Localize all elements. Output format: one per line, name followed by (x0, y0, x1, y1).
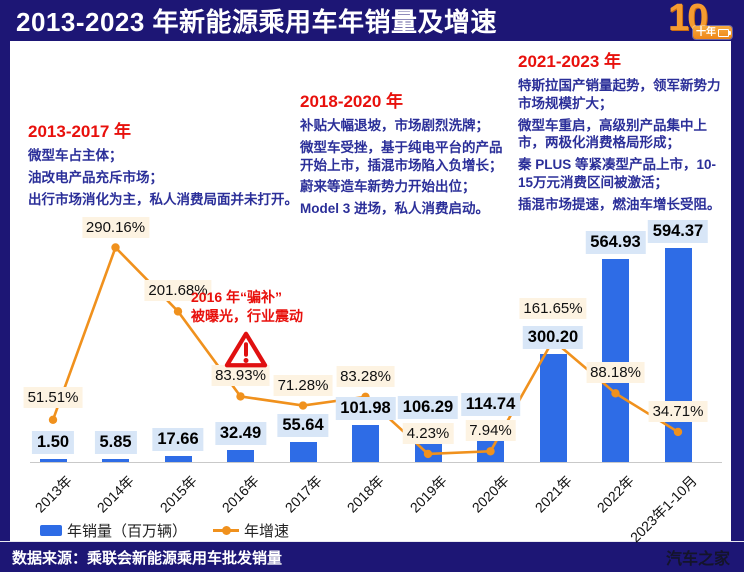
sales-bar-2017年 (289, 441, 317, 462)
sales-value-label: 32.49 (214, 422, 267, 446)
sales-value-label: 55.64 (277, 413, 329, 437)
growth-point-2017年 (298, 401, 308, 410)
page-title: 2013-2023 年新能源乘用车年销量及增速 (16, 7, 498, 37)
sales-value-label: 5.85 (94, 431, 137, 454)
growth-point-2016年 (236, 392, 245, 401)
decade-logo: 10 十年 (668, 0, 732, 41)
sales-bar-2018年 (352, 425, 379, 462)
growth-point-2015年 (173, 307, 183, 316)
growth-point-2014年 (111, 243, 120, 252)
x-axis-label-2016年: 2016年 (218, 472, 263, 516)
x-axis-label-2019年: 2019年 (406, 472, 450, 516)
annotation-2016: 2016 年“骗补” 被曝光，行业震动 (191, 288, 331, 326)
chart-area: 1.50 5.85 17.66 32.49 55.64 101.98 106.29 114.7… (10, 41, 731, 545)
growth-value-label: 88.18% (586, 362, 645, 384)
x-axis-label-2018年: 2018年 (343, 472, 388, 516)
growth-value-label: 7.94% (465, 420, 516, 442)
note-heading: 2021-2023 年 (518, 52, 622, 71)
sales-bar-2015年 (164, 455, 192, 462)
sales-value-label: 114.74 (460, 392, 521, 416)
sales-value-label: 17.66 (152, 427, 204, 451)
x-axis-label-2015年: 2015年 (156, 472, 200, 516)
sales-bar-2022年 (602, 258, 629, 462)
growth-value-label: 290.16% (81, 216, 150, 238)
growth-value-label: 51.51% (23, 386, 83, 408)
sales-bar-2014年 (102, 459, 129, 462)
sales-bar-2023年1-10月 (664, 248, 692, 462)
growth-value-label: 34.71% (648, 400, 708, 422)
growth-value-label: 161.65% (519, 298, 587, 320)
sales-bar-2016年 (227, 450, 254, 462)
data-source-label: 数据来源：乘联会新能源乘用车批发销量 (12, 549, 283, 567)
note-2018-2020: 2018-2020 年 补贴大幅退坡，市场剧烈洗牌； 微型车受挫，基于纯电平台的… (300, 87, 513, 222)
decade-badge: 十年 (693, 26, 732, 39)
sales-value-label: 564.93 (585, 230, 646, 254)
annotation-text-line2: 被曝光，行业震动 (191, 308, 303, 324)
growth-line-swatch-icon (213, 526, 240, 535)
x-axis-label-2017年: 2017年 (281, 472, 325, 516)
title-bar: 2013-2023 年新能源乘用车年销量及增速 10 十年 (0, 0, 744, 41)
sales-value-label: 101.98 (335, 397, 396, 421)
chart-legend: 年销量（百万辆） 年增速 (40, 520, 289, 541)
note-line: Model 3 进场，私人消费启动。 (300, 201, 490, 217)
note-line: 微型车占主体； (28, 148, 123, 163)
legend-item-sales: 年销量（百万辆） (40, 520, 187, 541)
warning-triangle-icon (224, 331, 268, 368)
x-axis-label-2014年: 2014年 (93, 472, 138, 516)
legend-sales-label: 年销量（百万辆） (67, 523, 188, 540)
x-axis-line (30, 462, 722, 463)
note-line: 补贴大幅退坡，市场剧烈洗牌； (300, 118, 489, 133)
growth-value-label: 83.28% (336, 365, 395, 387)
note-line: 秦 PLUS 等紧凑型产品上市，10-15万元消费区间被激活； (518, 157, 717, 191)
growth-value-label: 71.28% (273, 374, 333, 396)
x-axis-label-2020年: 2020年 (468, 472, 513, 516)
footer-bar: 数据来源：乘联会新能源乘用车批发销量 汽车之家 (0, 541, 744, 572)
note-heading: 2013-2017 年 (28, 122, 132, 141)
growth-value-label: 4.23% (402, 422, 454, 444)
note-line: 特斯拉国产销量起势，领军新势力市场规模扩大； (518, 78, 721, 111)
sales-value-label: 300.20 (522, 325, 584, 349)
sales-value-label: 1.50 (31, 431, 75, 454)
note-line: 出行市场消化为主，私人消费局面并未打开。 (28, 191, 298, 207)
note-line: 蔚来等造车新势力开始出位； (300, 179, 476, 195)
x-axis-label-2023年1-10月: 2023年1-10月 (626, 472, 700, 546)
x-axis-label-2022年: 2022年 (593, 472, 638, 516)
x-axis-label-2021年: 2021年 (531, 472, 575, 516)
x-axis-label-2013年: 2013年 (31, 472, 75, 516)
sales-bar-2021年 (539, 353, 567, 462)
note-line: 微型车重启，高级别产品集中上市，两极化消费格局形成； (518, 117, 707, 151)
note-line: 油改电产品充斥市场； (28, 169, 163, 185)
legend-item-growth: 年增速 (213, 520, 289, 541)
sales-value-label: 106.29 (397, 395, 459, 419)
chart-card: 2013-2017 年 微型车占主体； 油改电产品充斥市场； 出行市场消化为主，… (10, 41, 731, 545)
sales-bar-swatch-icon (40, 525, 62, 536)
note-heading: 2018-2020 年 (300, 92, 404, 111)
annotation-text-line1: 2016 年“骗补” (191, 289, 283, 305)
sales-bar-2013年 (39, 459, 67, 462)
legend-growth-label: 年增速 (244, 523, 290, 540)
autohome-watermark: 汽车之家 (665, 551, 730, 568)
note-line: 微型车受挫，基于纯电平台的产品开始上市，插混市场陷入负增长； (300, 139, 503, 173)
note-2021-2023: 2021-2023 年 特斯拉国产销量起势，领军新势力市场规模扩大； 微型车重启… (518, 47, 731, 218)
growth-point-2013年 (48, 415, 58, 425)
note-2013-2017: 2013-2017 年 微型车占主体； 油改电产品充斥市场； 出行市场消化为主，… (28, 117, 300, 212)
battery-icon (718, 28, 731, 37)
sales-value-label: 594.37 (647, 220, 709, 244)
note-line: 插混市场提速，燃油车增长受阻。 (518, 196, 721, 212)
decade-badge-label: 十年 (696, 27, 716, 38)
